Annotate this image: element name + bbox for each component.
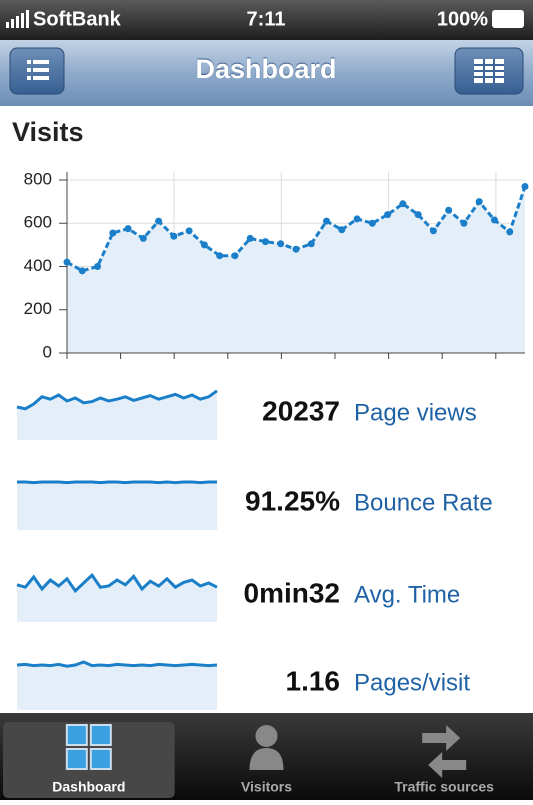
point bbox=[139, 234, 147, 242]
point bbox=[200, 241, 208, 249]
carrier: SoftBank bbox=[33, 8, 122, 30]
point bbox=[368, 219, 376, 227]
point bbox=[155, 217, 163, 225]
metric-value: 0min32 bbox=[244, 577, 341, 608]
sparkline bbox=[17, 480, 217, 485]
point bbox=[323, 217, 331, 225]
tab-icon bbox=[428, 752, 467, 778]
battery-icon bbox=[492, 10, 524, 28]
metric-label: Pages/visit bbox=[354, 669, 470, 696]
point bbox=[170, 232, 178, 240]
sparkline-area bbox=[17, 390, 217, 440]
point bbox=[78, 267, 86, 275]
point bbox=[353, 215, 361, 223]
tab-label: Dashboard bbox=[52, 779, 125, 795]
tab-label: Visitors bbox=[241, 779, 292, 795]
time: 7:11 bbox=[247, 8, 286, 30]
sparkline-area bbox=[17, 482, 217, 530]
point bbox=[216, 252, 224, 260]
point bbox=[292, 245, 300, 253]
metric-label: Page views bbox=[354, 399, 477, 426]
point bbox=[185, 227, 193, 235]
metric-value: 91.25% bbox=[245, 485, 340, 516]
chart-title: Visits bbox=[12, 117, 84, 147]
point bbox=[338, 226, 346, 234]
metric-value: 20237 bbox=[262, 395, 340, 426]
point bbox=[307, 240, 315, 248]
point bbox=[277, 240, 285, 248]
tab-selected bbox=[3, 722, 175, 798]
tab-icon bbox=[255, 725, 278, 747]
y-tick-label: 600 bbox=[24, 213, 52, 232]
point bbox=[445, 206, 453, 214]
tab-icon bbox=[89, 748, 112, 770]
point bbox=[429, 227, 437, 235]
point bbox=[384, 211, 392, 219]
point bbox=[124, 225, 132, 233]
point bbox=[414, 211, 422, 219]
point bbox=[521, 182, 529, 190]
area bbox=[67, 186, 525, 353]
tab-icon bbox=[65, 748, 88, 770]
tab-icon bbox=[422, 725, 461, 751]
sparkline bbox=[16, 572, 218, 594]
tab-icon bbox=[89, 724, 112, 746]
y-tick-label: 400 bbox=[24, 256, 52, 275]
metric-label: Avg. Time bbox=[354, 581, 460, 608]
point bbox=[63, 258, 71, 266]
nav-bar bbox=[0, 40, 533, 106]
tab-label: Traffic sources bbox=[394, 779, 494, 795]
tab-icon bbox=[249, 748, 284, 770]
sparkline-area bbox=[17, 575, 217, 622]
sparkline bbox=[16, 660, 218, 668]
point bbox=[490, 216, 498, 224]
point bbox=[399, 200, 407, 208]
point bbox=[475, 198, 483, 206]
point bbox=[460, 219, 468, 227]
status-bar bbox=[0, 0, 533, 40]
sparkline bbox=[16, 389, 218, 411]
y-tick-label: 800 bbox=[24, 169, 52, 188]
point bbox=[231, 252, 239, 260]
point bbox=[109, 229, 117, 237]
y-tick-label: 200 bbox=[24, 299, 52, 318]
point bbox=[94, 263, 102, 270]
point bbox=[246, 234, 254, 242]
sparkline-area bbox=[17, 662, 217, 710]
point bbox=[261, 238, 269, 246]
point bbox=[506, 228, 514, 236]
metric-label: Bounce Rate bbox=[354, 489, 493, 516]
nav-title: Dashboard bbox=[195, 54, 336, 84]
y-tick-label: 0 bbox=[43, 342, 52, 361]
battery-text: 100% bbox=[437, 8, 488, 30]
signal-icon bbox=[6, 10, 29, 28]
tab-icon bbox=[65, 724, 88, 746]
metric-value: 1.16 bbox=[286, 665, 341, 696]
